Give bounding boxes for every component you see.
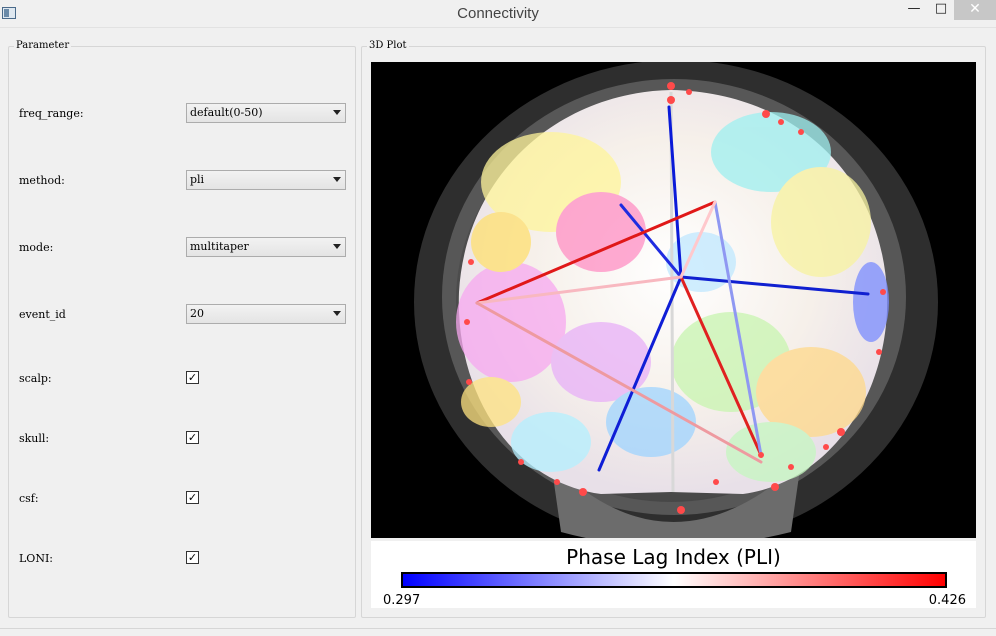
chevron-down-icon [333, 110, 341, 115]
freq-range-combo[interactable]: default(0-50) [186, 103, 346, 123]
skull-checkbox[interactable]: ✓ [186, 431, 199, 444]
colorbar: Phase Lag Index (PLI) 0.297 0.426 [371, 541, 976, 608]
connectivity-edges [475, 105, 870, 472]
plot-group: 3D Plot [361, 40, 986, 618]
minimize-button[interactable]: — [907, 1, 921, 16]
method-combo[interactable]: pli [186, 170, 346, 190]
loni-checkbox[interactable]: ✓ [186, 551, 199, 564]
app-icon [2, 7, 16, 19]
chevron-down-icon [333, 311, 341, 316]
chevron-down-icon [333, 177, 341, 182]
close-button[interactable]: ✕ [954, 0, 996, 20]
mode-combo[interactable]: multitaper [186, 237, 346, 257]
plot-group-title: 3D Plot [367, 40, 409, 52]
parameter-group: Parameter freq_range: default(0-50) meth… [8, 40, 356, 618]
electrode-markers [464, 82, 886, 514]
chevron-down-icon [333, 244, 341, 249]
colorbar-max-label: 0.426 [928, 593, 966, 608]
brain-render [414, 62, 938, 538]
event-id-label: event_id [19, 308, 66, 321]
maximize-button[interactable]: □ [934, 1, 948, 16]
mode-label: mode: [19, 241, 54, 254]
freq-range-value: default(0-50) [190, 106, 263, 119]
scalp-label: scalp: [19, 372, 52, 385]
event-id-value: 20 [190, 307, 204, 320]
method-label: method: [19, 174, 65, 187]
skull-label: skull: [19, 432, 50, 445]
csf-checkbox[interactable]: ✓ [186, 491, 199, 504]
colorbar-gradient [401, 572, 947, 588]
3d-brain-viewport[interactable] [371, 62, 976, 538]
method-value: pli [190, 173, 205, 186]
neck-surface [551, 462, 801, 538]
csf-label: csf: [19, 492, 39, 505]
title-bar: Connectivity — □ ✕ [0, 0, 996, 28]
colorbar-min-label: 0.297 [383, 593, 421, 608]
freq-range-label: freq_range: [19, 107, 84, 120]
event-id-combo[interactable]: 20 [186, 304, 346, 324]
bottom-divider [0, 628, 996, 629]
parameter-group-title: Parameter [14, 40, 72, 52]
loni-label: LONI: [19, 552, 53, 565]
window-title: Connectivity [457, 5, 539, 22]
mode-value: multitaper [190, 240, 249, 253]
colorbar-title: Phase Lag Index (PLI) [566, 545, 781, 569]
scalp-checkbox[interactable]: ✓ [186, 371, 199, 384]
